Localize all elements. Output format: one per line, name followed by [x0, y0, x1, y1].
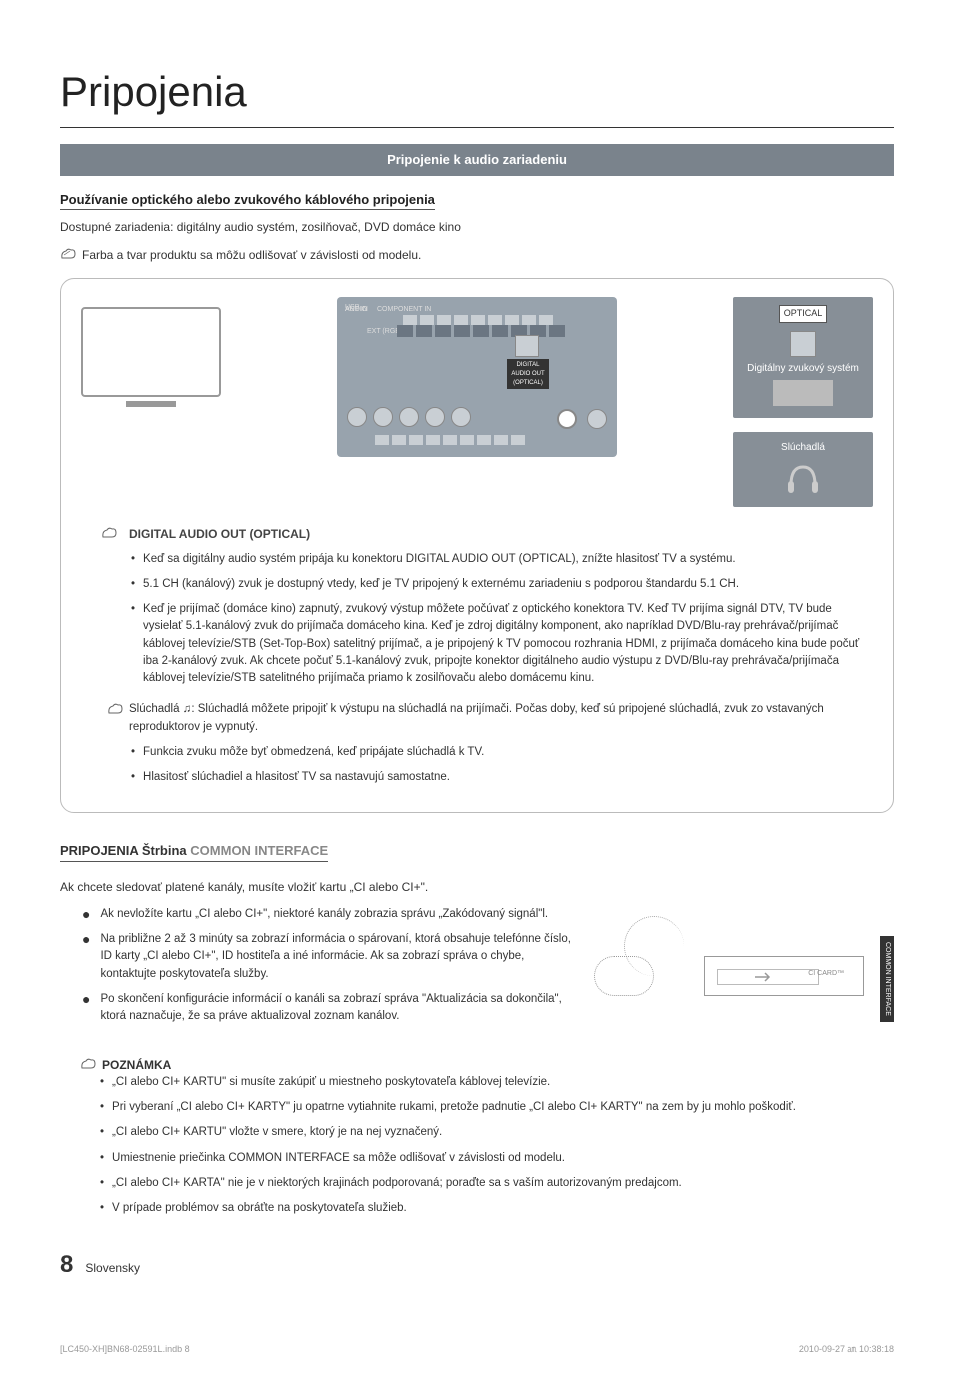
headphone-icon — [783, 459, 823, 495]
headphone-bullet-0: Funkcia zvuku môže byť obmedzená, keď pr… — [131, 744, 873, 761]
ci-note-1: Pri vyberaní „CI alebo CI+ KARTY" ju opa… — [100, 1099, 894, 1116]
audio-bullet-1: 5.1 CH (kanálový) zvuk je dostupný vtedy… — [131, 576, 873, 593]
ci-diagram: CI CARD™ COMMON INTERFACE — [594, 906, 894, 1046]
ci-note-0-text: „CI alebo CI+ KARTU" si musíte zakúpiť u… — [112, 1074, 550, 1091]
antenna-port — [587, 409, 607, 429]
headphone-bullet-1: Hlasitosť slúchadiel a hlasitosť TV sa n… — [131, 769, 873, 786]
ci-intro: Ak chcete sledovať platené kanály, musít… — [60, 878, 894, 896]
diagram-container: USB EXT (RGB) DIGITAL AUDIO OUT (OPTICAL… — [60, 278, 894, 813]
note-icon — [101, 527, 117, 539]
ci-note-2: „CI alebo CI+ KARTU" vložte v smere, kto… — [100, 1124, 894, 1141]
bullet-icon — [100, 1099, 104, 1116]
ci-heading-grey: COMMON INTERFACE — [190, 843, 328, 858]
bullet-icon — [100, 1074, 104, 1091]
digital-audio-heading: DIGITAL AUDIO OUT (OPTICAL) — [101, 525, 873, 543]
ci-note-1-text: Pri vyberaní „CI alebo CI+ KARTY" ju opa… — [112, 1099, 796, 1116]
headphone-label: Slúchadlá — [739, 440, 867, 455]
document-meta: [LC450-XH]BN68-02591L.indb 8 2010-09-27 … — [60, 1343, 894, 1357]
ci-left-text: ● Ak nevložíte kartu „CI alebo CI+", nie… — [60, 906, 574, 1046]
bullet-icon — [100, 1200, 104, 1217]
ci-note-5-text: V prípade problémov sa obráťte na poskyt… — [112, 1200, 407, 1217]
sub-heading-audio: Používanie optického alebo zvukového káb… — [60, 190, 435, 211]
bullet-icon — [100, 1150, 104, 1167]
bullet-icon: ● — [82, 991, 90, 1026]
headphone-bullet-0-text: Funkcia zvuku môže byť obmedzená, keď pr… — [143, 744, 484, 761]
diagram-area: USB EXT (RGB) DIGITAL AUDIO OUT (OPTICAL… — [81, 297, 873, 507]
ci-note-5: V prípade problémov sa obráťte na poskyt… — [100, 1200, 894, 1217]
ci-note-4-text: „CI alebo CI+ KARTA" nie je v niektorých… — [112, 1175, 682, 1192]
bullet-icon: ● — [82, 931, 90, 983]
poznamka-heading: POZNÁMKA — [80, 1056, 894, 1074]
ci-card-label: CI CARD™ — [808, 969, 844, 980]
audio-bullet-0: Keď sa digitálny audio systém pripája ku… — [131, 551, 873, 568]
availability-text: Dostupné zariadenia: digitálny audio sys… — [60, 218, 894, 236]
digital-audio-out-label: DIGITAL AUDIO OUT (OPTICAL) — [129, 525, 310, 543]
bullet-icon — [100, 1124, 104, 1141]
connector-panel: USB EXT (RGB) DIGITAL AUDIO OUT (OPTICAL… — [337, 297, 617, 457]
ci-bullet-2-text: Po skončení konfigurácie informácií o ka… — [100, 991, 574, 1026]
ci-note-3: Umiestnenie priečinka COMMON INTERFACE s… — [100, 1150, 894, 1167]
doc-meta-right: 2010-09-27 ㏂ 10:38:18 — [799, 1343, 894, 1357]
bullet-icon — [100, 1175, 104, 1192]
bullet-icon — [131, 744, 135, 761]
ci-bullet-1: ● Na približne 2 až 3 minúty sa zobrazí … — [82, 931, 574, 983]
ci-bullet-0-text: Ak nevložíte kartu „CI alebo CI+", niekt… — [100, 906, 548, 923]
page-title: Pripojenia — [60, 60, 894, 128]
bullet-icon — [131, 576, 135, 593]
audio-bullet-1-text: 5.1 CH (kanálový) zvuk je dostupný vtedy… — [143, 576, 739, 593]
headphone-note-text: Slúchadlá ♫: Slúchadlá môžete pripojiť k… — [129, 701, 873, 736]
headphone-bullet-1-text: Hlasitosť slúchadiel a hlasitosť TV sa n… — [143, 769, 450, 786]
audio-bullet-0-text: Keď sa digitálny audio systém pripája ku… — [143, 551, 736, 568]
color-note: Farba a tvar produktu sa môžu odlišovať … — [60, 246, 894, 264]
ci-heading-row: PRIPOJENIA Štrbina COMMON INTERFACE — [60, 837, 894, 872]
note-icon — [80, 1058, 96, 1070]
ci-note-2-text: „CI alebo CI+ KARTU" vložte v smere, kto… — [112, 1124, 442, 1141]
common-interface-side-label: COMMON INTERFACE — [880, 936, 895, 1022]
section-header: Pripojenie k audio zariadeniu — [60, 144, 894, 176]
headphone-device-box: Slúchadlá — [733, 432, 873, 507]
poznamka-label: POZNÁMKA — [102, 1056, 171, 1074]
ci-note-4: „CI alebo CI+ KARTA" nie je v niektorých… — [100, 1175, 894, 1192]
doc-meta-left: [LC450-XH]BN68-02591L.indb 8 — [60, 1343, 190, 1357]
bullet-icon — [131, 769, 135, 786]
headphone-jack — [557, 409, 577, 429]
page-number: 8 — [60, 1247, 73, 1283]
language-label: Slovensky — [85, 1259, 140, 1277]
digital-system-label: Digitálny zvukový systém — [739, 361, 867, 376]
color-note-text: Farba a tvar produktu sa môžu odlišovať … — [82, 246, 421, 264]
note-icon — [60, 248, 76, 260]
note-icon — [107, 703, 123, 715]
ci-note-0: „CI alebo CI+ KARTU" si musíte zakúpiť u… — [100, 1074, 894, 1091]
tv-device — [81, 297, 221, 507]
optical-label: OPTICAL — [779, 305, 828, 323]
antenna-label: ANT IN — [345, 305, 605, 405]
audio-bullet-2-text: Keď je prijímač (domáce kino) zapnutý, z… — [143, 601, 873, 687]
ci-heading-main: PRIPOJENIA Štrbina — [60, 843, 187, 858]
ci-bullet-0: ● Ak nevložíte kartu „CI alebo CI+", nie… — [82, 906, 574, 923]
device-column: OPTICAL Digitálny zvukový systém Slúchad… — [733, 297, 873, 507]
ci-note-3-text: Umiestnenie priečinka COMMON INTERFACE s… — [112, 1150, 565, 1167]
page-footer: 8 Slovensky — [60, 1247, 894, 1283]
ci-bullet-2: ● Po skončení konfigurácie informácií o … — [82, 991, 574, 1026]
headphone-note: Slúchadlá ♫: Slúchadlá môžete pripojiť k… — [107, 701, 873, 736]
ci-two-col: ● Ak nevložíte kartu „CI alebo CI+", nie… — [60, 906, 894, 1046]
bullet-icon — [131, 601, 135, 687]
bullet-icon: ● — [82, 906, 90, 923]
optical-device-box: OPTICAL Digitálny zvukový systém — [733, 297, 873, 418]
bullet-icon — [131, 551, 135, 568]
ci-bullet-1-text: Na približne 2 až 3 minúty sa zobrazí in… — [100, 931, 574, 983]
audio-bullet-2: Keď je prijímač (domáce kino) zapnutý, z… — [131, 601, 873, 687]
